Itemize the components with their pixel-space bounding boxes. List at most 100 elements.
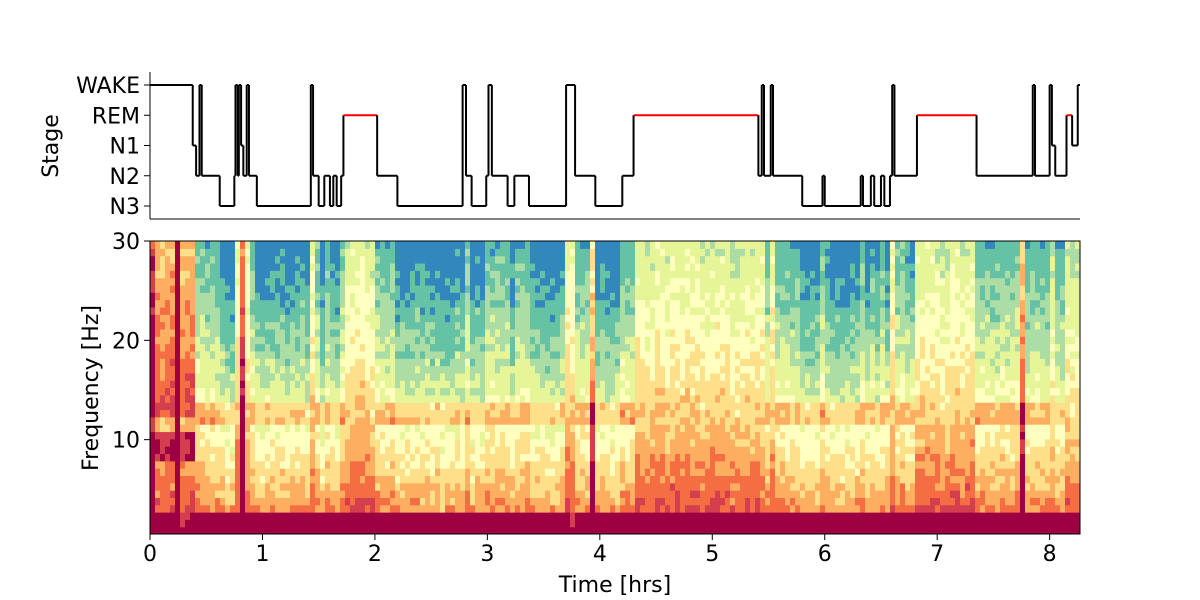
spectrogram-cell xyxy=(150,292,156,301)
spectrogram-cell xyxy=(220,284,226,293)
spectrogram-cell xyxy=(165,270,171,279)
spectrogram-cell xyxy=(500,438,506,447)
spectrogram-cell xyxy=(280,416,286,425)
spectrogram-cell xyxy=(355,453,361,462)
spectrogram-cell xyxy=(490,299,496,308)
spectrogram-cell xyxy=(330,299,336,308)
spectrogram-cell xyxy=(720,321,726,330)
spectrogram-cell xyxy=(635,504,641,513)
spectrogram-cell xyxy=(660,284,666,293)
spectrogram-cell xyxy=(495,270,501,279)
spectrogram-cell xyxy=(280,475,286,484)
spectrogram-cell xyxy=(330,446,336,455)
spectrogram-cell xyxy=(650,372,656,381)
spectrogram-cell xyxy=(525,519,531,528)
spectrogram-cell xyxy=(285,350,291,359)
spectrogram-cell xyxy=(190,248,196,257)
spectrogram-cell xyxy=(610,512,616,520)
spectrogram-cell xyxy=(205,409,211,418)
spectrogram-cell xyxy=(550,490,556,498)
spectrogram-cell xyxy=(280,270,286,279)
spectrogram-cell xyxy=(630,468,636,476)
spectrogram-cell xyxy=(425,490,431,498)
spectrogram-cell xyxy=(545,284,551,293)
spectrogram-cell xyxy=(685,431,691,440)
spectrogram-cell xyxy=(510,350,516,359)
spectrogram-cell xyxy=(200,314,206,323)
spectrogram-cell xyxy=(525,394,531,403)
spectrogram-cell xyxy=(380,526,386,534)
spectrogram-cell xyxy=(410,394,416,403)
spectrogram-cell xyxy=(550,299,556,308)
spectrogram-cell xyxy=(240,475,246,484)
spectrogram-cell xyxy=(610,372,616,381)
spectrogram-cell xyxy=(490,497,496,506)
spectrogram-cell xyxy=(610,306,616,315)
spectrogram-cell xyxy=(155,490,161,498)
spectrogram-cell xyxy=(665,468,671,476)
spectrogram-cell xyxy=(305,306,311,315)
spectrogram-cell xyxy=(265,446,271,455)
spectrogram-cell xyxy=(650,460,656,469)
spectrogram-cell xyxy=(605,394,611,403)
spectrogram-cell xyxy=(570,350,576,359)
spectrogram-cell xyxy=(345,336,351,345)
spectrogram-cell xyxy=(270,519,276,528)
spectrogram-cell xyxy=(275,372,281,381)
spectrogram-cell xyxy=(635,314,641,323)
spectrogram-cell xyxy=(390,416,396,425)
spectrogram-cell xyxy=(715,241,721,249)
spectrogram-cell xyxy=(725,350,731,359)
spectrogram-cell xyxy=(200,409,206,418)
spectrogram-cell xyxy=(470,519,476,528)
spectrogram-cell xyxy=(170,343,176,352)
spectrogram-cell xyxy=(600,343,606,352)
spectrogram-cell xyxy=(285,402,291,411)
spectrogram-cell xyxy=(160,424,166,433)
spectrogram-cell xyxy=(455,343,461,352)
spectrogram-cell xyxy=(235,490,241,498)
spectrogram-cell xyxy=(635,350,641,359)
spectrogram-cell xyxy=(220,424,226,433)
spectrogram-cell xyxy=(160,446,166,455)
spectrogram-cell xyxy=(380,504,386,513)
spectrogram-cell xyxy=(210,512,216,520)
spectrogram-cell xyxy=(265,284,271,293)
spectrogram-cell xyxy=(485,431,491,440)
spectrogram-cell xyxy=(270,394,276,403)
spectrogram-cell xyxy=(580,519,586,528)
spectrogram-cell xyxy=(625,490,631,498)
spectrogram-cell xyxy=(745,336,751,345)
spectrogram-cell xyxy=(505,446,511,455)
spectrogram-cell xyxy=(270,336,276,345)
spectrogram-cell xyxy=(625,284,631,293)
spectrogram-cell xyxy=(190,431,196,440)
spectrogram-cell xyxy=(750,409,756,418)
spectrogram-cell xyxy=(170,394,176,403)
spectrogram-cell xyxy=(510,504,516,513)
spectrogram-cell xyxy=(285,475,291,484)
spectrogram-cell xyxy=(550,314,556,323)
spectrogram-cell xyxy=(150,372,156,381)
spectrogram-cell xyxy=(325,460,331,469)
spectrogram-cell xyxy=(525,409,531,418)
spectrogram-cell xyxy=(490,255,496,264)
spectrogram-cell xyxy=(585,248,591,257)
spectrogram-cell xyxy=(215,431,221,440)
spectrogram-cell xyxy=(455,394,461,403)
spectrogram-cell xyxy=(170,387,176,396)
spectrogram-cell xyxy=(230,299,236,308)
spectrogram-cell xyxy=(665,299,671,308)
spectrogram-cell xyxy=(620,306,626,315)
spectrogram-cell xyxy=(240,350,246,359)
spectrogram-cell xyxy=(420,365,426,374)
spectrogram-cell xyxy=(340,255,346,264)
spectrogram-cell xyxy=(560,519,566,528)
spectrogram-cell xyxy=(350,526,356,534)
spectrogram-cell xyxy=(505,365,511,374)
spectrogram-cell xyxy=(630,358,636,367)
spectrogram-cell xyxy=(500,504,506,513)
spectrogram-cell xyxy=(440,482,446,491)
spectrogram-cell xyxy=(535,372,541,381)
spectrogram-cell xyxy=(290,321,296,330)
